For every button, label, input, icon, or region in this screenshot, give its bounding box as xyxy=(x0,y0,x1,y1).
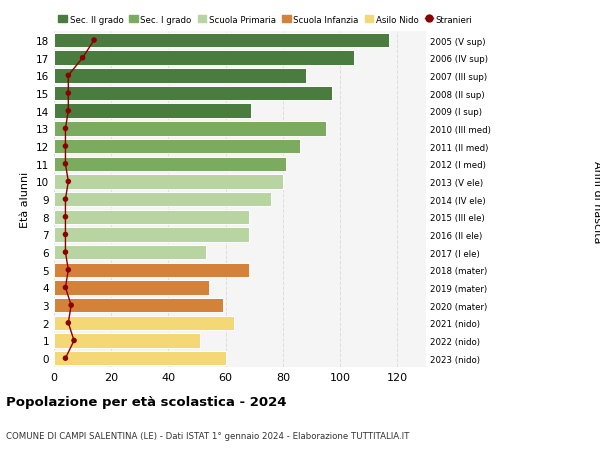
Point xyxy=(64,267,73,274)
Bar xyxy=(54,263,248,277)
Bar xyxy=(54,192,271,207)
Point xyxy=(61,125,70,133)
Bar xyxy=(54,51,355,66)
Point xyxy=(64,73,73,80)
Point xyxy=(61,161,70,168)
Point xyxy=(89,37,99,45)
Bar xyxy=(54,351,226,366)
Bar xyxy=(54,246,206,260)
Point xyxy=(78,55,88,62)
Point xyxy=(69,337,79,344)
Bar xyxy=(54,140,300,154)
Point xyxy=(61,213,70,221)
Point xyxy=(61,284,70,291)
Bar xyxy=(54,104,251,119)
Bar xyxy=(54,228,248,242)
Point xyxy=(61,355,70,362)
Text: Anni di nascita: Anni di nascita xyxy=(592,161,600,243)
Point xyxy=(61,196,70,203)
Point xyxy=(64,319,73,327)
Y-axis label: Età alunni: Età alunni xyxy=(20,172,31,228)
Bar xyxy=(54,298,223,313)
Text: COMUNE DI CAMPI SALENTINA (LE) - Dati ISTAT 1° gennaio 2024 - Elaborazione TUTTI: COMUNE DI CAMPI SALENTINA (LE) - Dati IS… xyxy=(6,431,409,441)
Bar xyxy=(54,157,286,172)
Point xyxy=(64,179,73,186)
Point xyxy=(64,90,73,97)
Point xyxy=(61,249,70,256)
Point xyxy=(67,302,76,309)
Bar xyxy=(54,122,326,136)
Point xyxy=(61,143,70,151)
Legend: Sec. II grado, Sec. I grado, Scuola Primaria, Scuola Infanzia, Asilo Nido, Stran: Sec. II grado, Sec. I grado, Scuola Prim… xyxy=(58,16,472,24)
Bar xyxy=(54,69,306,84)
Bar xyxy=(54,34,389,48)
Bar xyxy=(54,280,209,295)
Bar xyxy=(54,175,283,189)
Bar xyxy=(54,334,200,348)
Text: Popolazione per età scolastica - 2024: Popolazione per età scolastica - 2024 xyxy=(6,395,287,408)
Point xyxy=(64,108,73,115)
Bar xyxy=(54,316,234,330)
Bar xyxy=(54,210,248,224)
Bar xyxy=(54,87,332,101)
Point xyxy=(61,231,70,239)
